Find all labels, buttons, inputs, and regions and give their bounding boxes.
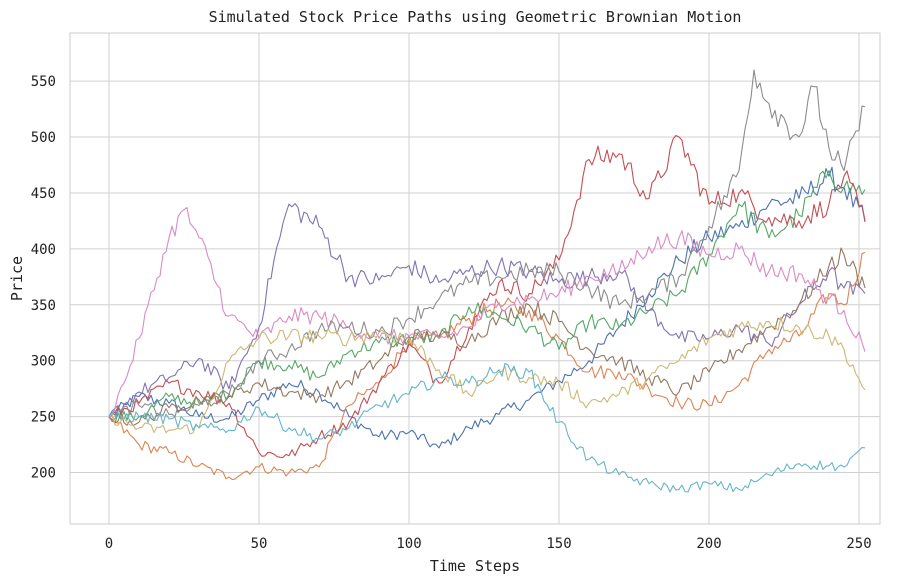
y-tick-label: 450 (31, 186, 56, 202)
x-tick-label: 200 (696, 536, 721, 552)
y-tick-label: 300 (31, 354, 56, 370)
y-tick-label: 500 (31, 130, 56, 146)
price-path-line (108, 362, 866, 493)
x-tick-label: 250 (846, 536, 871, 552)
x-tick-labels: 0 50 100 150 200 250 (105, 536, 872, 552)
x-tick-label: 100 (396, 536, 421, 552)
y-tick-labels: 200 250 300 350 400 450 500 550 (31, 74, 56, 481)
price-path-line (108, 166, 866, 449)
price-path-line (108, 69, 866, 422)
chart-title: Simulated Stock Price Paths using Geomet… (209, 8, 742, 26)
y-tick-label: 350 (31, 298, 56, 314)
x-tick-label: 50 (251, 536, 268, 552)
y-tick-label: 550 (31, 74, 56, 90)
y-tick-label: 400 (31, 242, 56, 258)
x-tick-label: 150 (546, 536, 571, 552)
y-tick-label: 250 (31, 410, 56, 426)
price-path-line (108, 316, 866, 435)
x-tick-label: 0 (105, 536, 113, 552)
y-axis-label: Price (8, 256, 26, 301)
x-axis-label: Time Steps (430, 557, 520, 575)
price-path-line (108, 247, 866, 427)
y-tick-label: 200 (31, 466, 56, 482)
price-path-line (108, 203, 866, 417)
price-path-line (108, 207, 866, 418)
plot-frame (69, 32, 881, 525)
series-group (108, 69, 866, 493)
grid (70, 33, 880, 524)
price-path-line (108, 134, 866, 458)
price-path-line (108, 251, 866, 480)
